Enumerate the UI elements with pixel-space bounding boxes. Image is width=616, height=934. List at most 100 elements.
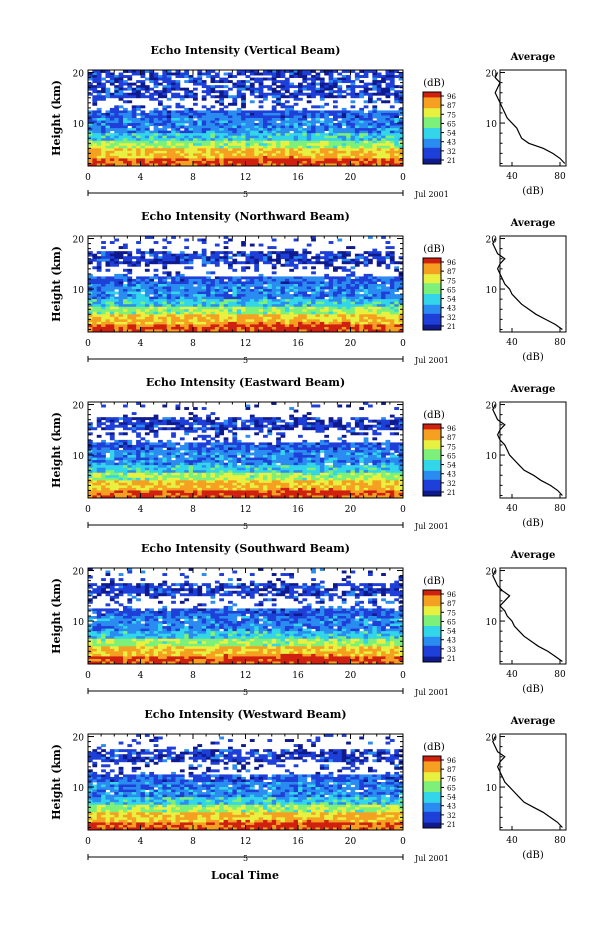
- heatmap-cell: [246, 146, 251, 149]
- heatmap-cell: [386, 297, 391, 300]
- heatmap-cell: [202, 287, 207, 290]
- heatmap-cell: [311, 161, 316, 164]
- heatmap-cell: [333, 294, 338, 297]
- heatmap-cell: [246, 435, 251, 438]
- heatmap-cell: [202, 133, 207, 136]
- heatmap-cell: [123, 312, 128, 315]
- colorbar-tick-label: 43: [447, 139, 456, 147]
- heatmap-cell: [176, 289, 181, 292]
- heatmap-cell: [281, 141, 286, 144]
- heatmap-cell: [167, 118, 172, 121]
- heatmap-cell: [259, 442, 264, 445]
- heatmap-cell: [329, 133, 334, 136]
- heatmap-cell: [232, 289, 237, 292]
- heatmap-cell: [351, 133, 356, 136]
- heatmap-cell: [377, 289, 382, 292]
- heatmap-cell: [127, 327, 132, 330]
- heatmap-cell: [316, 425, 321, 428]
- heatmap-cell: [167, 440, 172, 443]
- heatmap-cell: [145, 136, 150, 139]
- heatmap-cell: [162, 108, 167, 111]
- heatmap-cell: [254, 80, 259, 83]
- heatmap-cell: [289, 269, 294, 272]
- heatmap-cell: [114, 138, 119, 141]
- heatmap-cell: [390, 279, 395, 282]
- heatmap-cell: [289, 156, 294, 159]
- heatmap-cell: [92, 126, 97, 129]
- heatmap-cell: [123, 259, 128, 262]
- heatmap-cell: [311, 156, 316, 159]
- heatmap-cell: [232, 307, 237, 310]
- heatmap-cell: [320, 141, 325, 144]
- heatmap-cell: [281, 161, 286, 164]
- heatmap-cell: [281, 302, 286, 305]
- heatmap-cell: [149, 289, 154, 292]
- heatmap-cell: [136, 294, 141, 297]
- heatmap-cell: [114, 156, 119, 159]
- heatmap-cell: [320, 289, 325, 292]
- heatmap-cell: [106, 264, 111, 267]
- heatmap-cell: [272, 422, 277, 425]
- heatmap-cell: [171, 261, 176, 264]
- heatmap-cell: [368, 420, 373, 423]
- heatmap-cell: [211, 158, 216, 161]
- heatmap-cell: [359, 143, 364, 146]
- heatmap-cell: [206, 256, 211, 259]
- heatmap-cell: [377, 141, 382, 144]
- heatmap-cell: [232, 299, 237, 302]
- heatmap-cell: [127, 75, 132, 78]
- heatmap-cell: [154, 90, 159, 93]
- heatmap-cell: [101, 153, 106, 156]
- heatmap-cell: [110, 417, 115, 420]
- heatmap-cell: [276, 307, 281, 310]
- heatmap-cell: [224, 113, 229, 116]
- heatmap-cell: [394, 276, 399, 279]
- heatmap-cell: [97, 83, 102, 86]
- heatmap-cell: [176, 302, 181, 305]
- heatmap-cell: [311, 148, 316, 151]
- heatmap-cell: [241, 131, 246, 134]
- heatmap-cell: [394, 118, 399, 121]
- heatmap-cell: [92, 138, 97, 141]
- heatmap-cell: [167, 324, 172, 327]
- heatmap-cell: [254, 432, 259, 435]
- heatmap-cell: [167, 327, 172, 330]
- heatmap-cell: [246, 289, 251, 292]
- heatmap-cell: [390, 83, 395, 86]
- x-tick-label: 8: [190, 173, 196, 183]
- heatmap-cell: [272, 95, 277, 98]
- heatmap-cell: [145, 143, 150, 146]
- heatmap-cell: [197, 420, 202, 423]
- heatmap-cell: [215, 115, 220, 118]
- heatmap-cell: [149, 254, 154, 257]
- heatmap-cell: [119, 289, 124, 292]
- heatmap-cell: [246, 292, 251, 295]
- heatmap-cell: [215, 156, 220, 159]
- heatmap-cell: [329, 146, 334, 149]
- heatmap-cell: [167, 131, 172, 134]
- heatmap-cell: [145, 261, 150, 264]
- heatmap-cell: [307, 324, 312, 327]
- heatmap-cell: [202, 241, 207, 244]
- chart-title: Echo Intensity (Northward Beam): [141, 210, 350, 223]
- heatmap-cell: [316, 88, 321, 91]
- heatmap-cell: [127, 161, 132, 164]
- heatmap-cell: [359, 324, 364, 327]
- heatmap-cell: [281, 123, 286, 126]
- heatmap-cell: [250, 151, 255, 154]
- heatmap-cell: [320, 121, 325, 124]
- heatmap-cell: [241, 93, 246, 96]
- heatmap-cell: [211, 309, 216, 312]
- heatmap-cell: [329, 80, 334, 83]
- heatmap-cell: [250, 415, 255, 418]
- heatmap-cell: [289, 276, 294, 279]
- heatmap-cell: [211, 261, 216, 264]
- heatmap-cell: [158, 279, 163, 282]
- heatmap-cell: [346, 251, 351, 254]
- heatmap-cell: [110, 420, 115, 423]
- heatmap-cell: [228, 289, 233, 292]
- heatmap-cell: [298, 294, 303, 297]
- heatmap-cell: [176, 319, 181, 322]
- heatmap-cell: [333, 314, 338, 317]
- heatmap-cell: [114, 93, 119, 96]
